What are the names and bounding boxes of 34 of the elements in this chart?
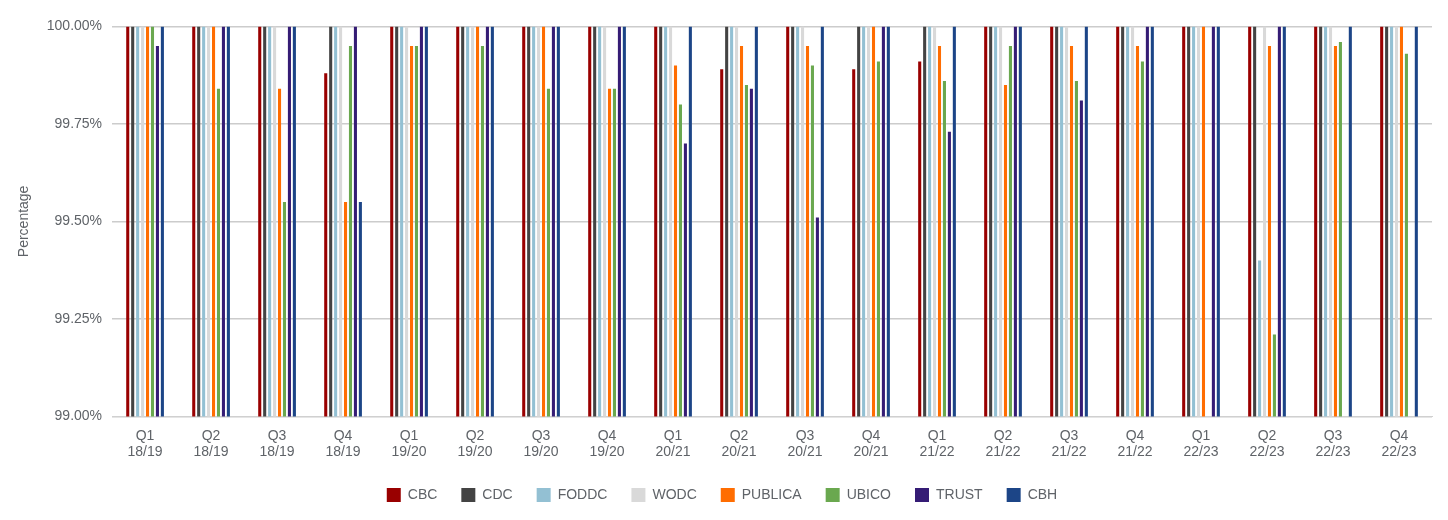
y-tick-label: 99.50% bbox=[54, 212, 103, 229]
x-tick-label: Q2 18/19 bbox=[193, 426, 229, 460]
legend-label: WODC bbox=[652, 485, 697, 502]
y-tick-label: 99.25% bbox=[54, 309, 103, 326]
legend-label: CBC bbox=[407, 485, 438, 502]
x-tick-label: Q1 22/23 bbox=[1183, 426, 1219, 460]
x-tick-label: Q4 22/23 bbox=[1381, 426, 1417, 460]
x-tick-label: Q3 19/20 bbox=[523, 426, 559, 460]
x-tick-label: Q3 18/19 bbox=[259, 426, 295, 460]
x-tick-label: Q4 18/19 bbox=[325, 426, 361, 460]
legend-label: PUBLICA bbox=[741, 485, 803, 502]
x-tick-label: Q2 21/22 bbox=[985, 426, 1021, 460]
x-tick-label: Q1 18/19 bbox=[127, 426, 163, 460]
x-tick-label: Q3 22/23 bbox=[1315, 426, 1351, 460]
legend-label: CBH bbox=[1027, 485, 1058, 502]
legend-label: TRUST bbox=[936, 485, 984, 502]
x-tick-label: Q3 20/21 bbox=[787, 426, 823, 460]
x-tick-label: Q2 19/20 bbox=[457, 426, 493, 460]
legend-label: UBICO bbox=[846, 485, 892, 502]
x-tick-label: Q4 19/20 bbox=[589, 426, 625, 460]
x-tick-label: Q2 22/23 bbox=[1249, 426, 1285, 460]
y-tick-label: 100.00% bbox=[46, 17, 103, 34]
legend-label: FODDC bbox=[557, 485, 608, 502]
x-tick-label: Q1 20/21 bbox=[655, 426, 691, 460]
x-tick-label: Q4 20/21 bbox=[853, 426, 889, 460]
y-tick-label: 99.75% bbox=[54, 114, 103, 131]
y-axis-title: Percentage bbox=[15, 185, 32, 258]
x-tick-label: Q1 19/20 bbox=[391, 426, 427, 460]
x-tick-label: Q3 21/22 bbox=[1051, 426, 1087, 460]
legend-label: CDC bbox=[482, 485, 513, 502]
x-tick-label: Q1 21/22 bbox=[919, 426, 955, 460]
x-tick-label: Q4 21/22 bbox=[1117, 426, 1153, 460]
y-tick-label: 99.00% bbox=[54, 407, 103, 424]
x-tick-label: Q2 20/21 bbox=[721, 426, 757, 460]
